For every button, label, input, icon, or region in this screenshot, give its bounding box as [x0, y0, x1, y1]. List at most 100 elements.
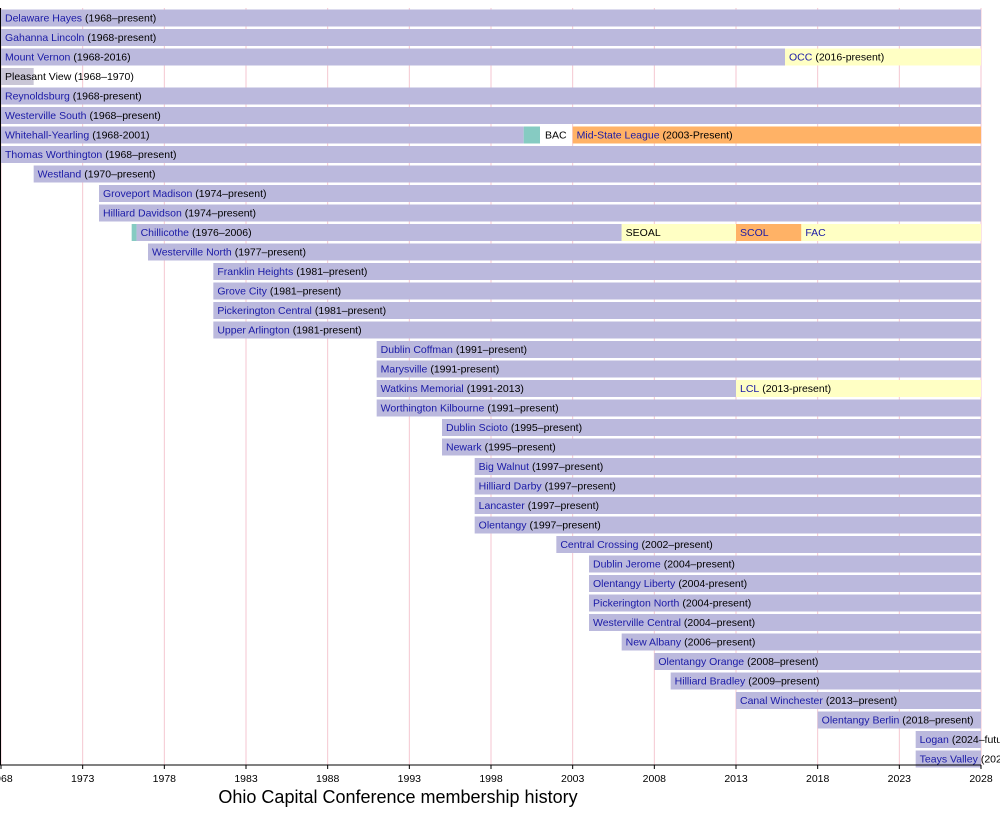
- school-link[interactable]: Lancaster: [479, 500, 526, 512]
- school-link[interactable]: Mount Vernon: [5, 51, 71, 63]
- segment: [1, 68, 34, 85]
- segment-label: Watkins Memorial (1991-2013): [381, 383, 524, 395]
- school-link[interactable]: Marysville: [381, 363, 428, 375]
- segment-note: (2013–present): [826, 695, 897, 707]
- school-link[interactable]: Central Crossing: [560, 539, 638, 551]
- school-link[interactable]: FAC: [805, 227, 826, 239]
- segment: [376, 399, 982, 417]
- school-link[interactable]: Logan: [920, 734, 949, 746]
- school-link[interactable]: Worthington Kilbourne: [381, 402, 485, 414]
- segment-label: Franklin Heights (1981–present): [217, 266, 367, 278]
- x-tick-label: 2028: [969, 773, 993, 785]
- segment: [785, 48, 981, 66]
- segment: [670, 672, 981, 690]
- school-link[interactable]: Thomas Worthington: [5, 149, 102, 161]
- segment-note: (1995–present): [485, 441, 556, 453]
- segment-note: (1968–present): [85, 12, 156, 24]
- school-link[interactable]: Olentangy: [479, 519, 528, 531]
- segment-note: (1974–present): [195, 188, 266, 200]
- segment: [33, 165, 981, 183]
- segment-label: Hilliard Darby (1997–present): [479, 480, 616, 492]
- segment-label: Marysville (1991-present): [381, 363, 500, 375]
- segment-note: BAC: [545, 129, 567, 141]
- segment: [1, 29, 981, 46]
- segment-label: Westerville Central (2004–present): [593, 617, 755, 629]
- segment-label: Newark (1995–present): [446, 441, 556, 453]
- school-link[interactable]: Olentangy Orange: [658, 656, 744, 668]
- school-link[interactable]: Mid-State League: [577, 129, 660, 141]
- school-link[interactable]: New Albany: [626, 636, 682, 648]
- x-tick-label: 2003: [561, 773, 585, 785]
- segment-note: (2003-Present): [663, 129, 733, 141]
- segment: [589, 614, 981, 631]
- segment: [523, 126, 540, 144]
- school-link[interactable]: Westerville South: [5, 110, 87, 122]
- x-tick-label: 2018: [806, 773, 830, 785]
- segment: [474, 516, 981, 534]
- segment: [736, 692, 981, 709]
- segment-label: Central Crossing (2002–present): [560, 539, 712, 551]
- segment-label: Teays Valley(2024–future): [920, 753, 1000, 765]
- segment: [1, 126, 524, 144]
- school-link[interactable]: Big Walnut: [479, 461, 529, 473]
- school-link[interactable]: Dublin Scioto: [446, 422, 508, 434]
- school-link[interactable]: Westland: [38, 168, 82, 180]
- school-link[interactable]: Westerville North: [152, 246, 232, 258]
- segment: [1, 107, 981, 124]
- segment-note: (1981–present): [315, 305, 386, 317]
- segment-note: (2024–future): [952, 734, 1000, 746]
- school-link[interactable]: Pickerington North: [593, 597, 680, 609]
- segment-label: SCOL: [740, 227, 769, 239]
- segment-label: Olentangy Orange (2008–present): [658, 656, 818, 668]
- segment-label: Westerville South (1968–present): [5, 110, 161, 122]
- segment-label: Westerville North (1977–present): [152, 246, 306, 258]
- school-link[interactable]: Whitehall-Yearling: [5, 129, 89, 141]
- school-link[interactable]: SCOL: [740, 227, 769, 239]
- school-link[interactable]: OCC: [789, 51, 813, 63]
- school-link[interactable]: Delaware Hayes: [5, 12, 82, 24]
- x-tick-label: 1983: [234, 773, 258, 785]
- segment-label: Dublin Coffman (1991–present): [381, 344, 527, 356]
- school-link[interactable]: Hilliard Davidson: [103, 207, 182, 219]
- segment-note: (2008–present): [747, 656, 818, 668]
- school-link[interactable]: Upper Arlington: [217, 324, 290, 336]
- segment-label: Upper Arlington (1981-present): [217, 324, 361, 336]
- school-link[interactable]: Pickerington Central: [217, 305, 312, 317]
- segment-note: (2004–present): [664, 558, 735, 570]
- school-link[interactable]: Gahanna Lincoln: [5, 32, 85, 44]
- segment-label: Grove City (1981–present): [217, 285, 341, 297]
- school-link[interactable]: Dublin Coffman: [381, 344, 453, 356]
- segment: [131, 224, 137, 241]
- school-link[interactable]: LCL: [740, 383, 759, 395]
- school-link[interactable]: Olentangy Liberty: [593, 578, 676, 590]
- segment: [99, 185, 981, 202]
- segment-note: (1970–present): [84, 168, 155, 180]
- school-link[interactable]: Hilliard Darby: [479, 480, 543, 492]
- segment: [148, 243, 981, 261]
- segment-note: (1968–present): [105, 149, 176, 161]
- segment: [1, 9, 981, 27]
- school-link[interactable]: Canal Winchester: [740, 695, 823, 707]
- segment-label: Reynoldsburg (1968-present): [5, 90, 142, 102]
- segment-label: Mount Vernon (1968-2016): [5, 51, 131, 63]
- segment-label: SEOAL: [626, 227, 661, 239]
- segment-note: (2016-present): [815, 51, 884, 63]
- school-link[interactable]: Westerville Central: [593, 617, 681, 629]
- school-link[interactable]: Groveport Madison: [103, 188, 192, 200]
- school-link[interactable]: Watkins Memorial: [381, 383, 464, 395]
- school-link[interactable]: Grove City: [217, 285, 267, 297]
- school-link[interactable]: Franklin Heights: [217, 266, 293, 278]
- segment: [213, 263, 982, 280]
- segment-note: (1968–present): [90, 110, 161, 122]
- segment: [1, 87, 981, 105]
- school-link[interactable]: Chillicothe: [141, 227, 190, 239]
- x-tick-label: 1968: [0, 773, 13, 785]
- school-link[interactable]: Olentangy Berlin: [822, 714, 900, 726]
- school-link[interactable]: Teays Valley: [920, 753, 979, 765]
- segment: [376, 380, 736, 397]
- school-link[interactable]: Hilliard Bradley: [675, 675, 746, 687]
- school-link[interactable]: Reynoldsburg: [5, 90, 70, 102]
- school-link[interactable]: Newark: [446, 441, 482, 453]
- school-link[interactable]: Dublin Jerome: [593, 558, 661, 570]
- segment-label: Pickerington North (2004-present): [593, 597, 751, 609]
